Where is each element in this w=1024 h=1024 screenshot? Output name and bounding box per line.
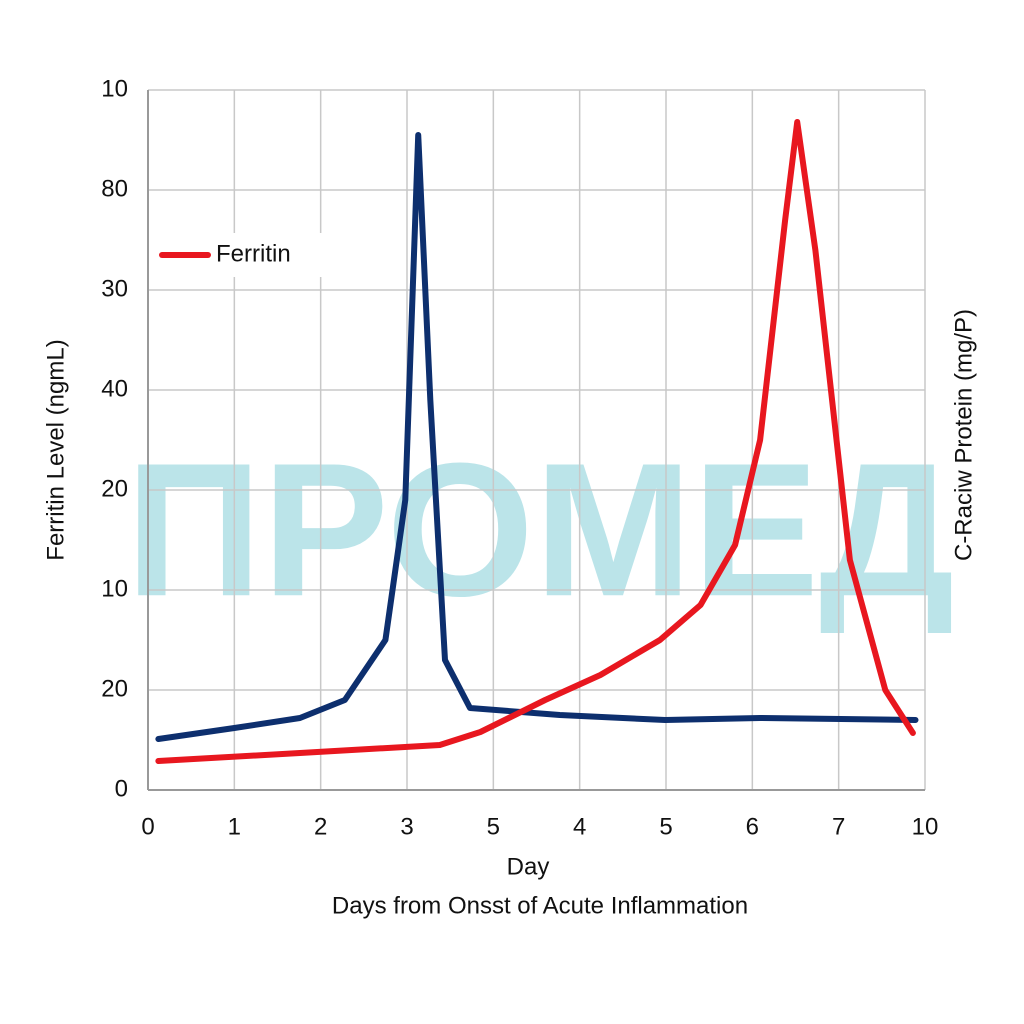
y-tick-label: 20 — [101, 675, 128, 702]
x-tick-label: 7 — [832, 813, 845, 840]
x-tick-label: 6 — [746, 813, 759, 840]
line — [155, 132, 919, 742]
annotation: Days from Onsst of Acute Inflammation — [332, 892, 748, 919]
y-tick-label: 30 — [101, 275, 128, 302]
x-tick-label: 4 — [573, 813, 586, 840]
x-tick-label: 0 — [141, 813, 154, 840]
x-tick-label: 5 — [487, 813, 500, 840]
y2-axis-label: C-Raciw Protein (mg/P) — [950, 309, 977, 561]
line — [155, 119, 916, 764]
y-tick-label: 0 — [115, 775, 128, 802]
x-tick-label: 2 — [314, 813, 327, 840]
x-tick-label: 5 — [659, 813, 672, 840]
y-tick-label: 40 — [101, 375, 128, 402]
y-tick-label: 10 — [101, 75, 128, 102]
x-tick-label: 3 — [400, 813, 413, 840]
x-tick-label: 1 — [228, 813, 241, 840]
y-axis-label: Ferritin Level (ngmL) — [42, 339, 69, 560]
y-tick-label: 20 — [101, 475, 128, 502]
y-tick-label: 10 — [101, 575, 128, 602]
legend-label: Ferritin — [216, 240, 291, 267]
y-tick-label: 80 — [101, 175, 128, 202]
x-axis-label: Day — [507, 853, 550, 880]
x-tick-label: 10 — [912, 813, 939, 840]
watermark: ПРОМЕД — [126, 424, 955, 636]
